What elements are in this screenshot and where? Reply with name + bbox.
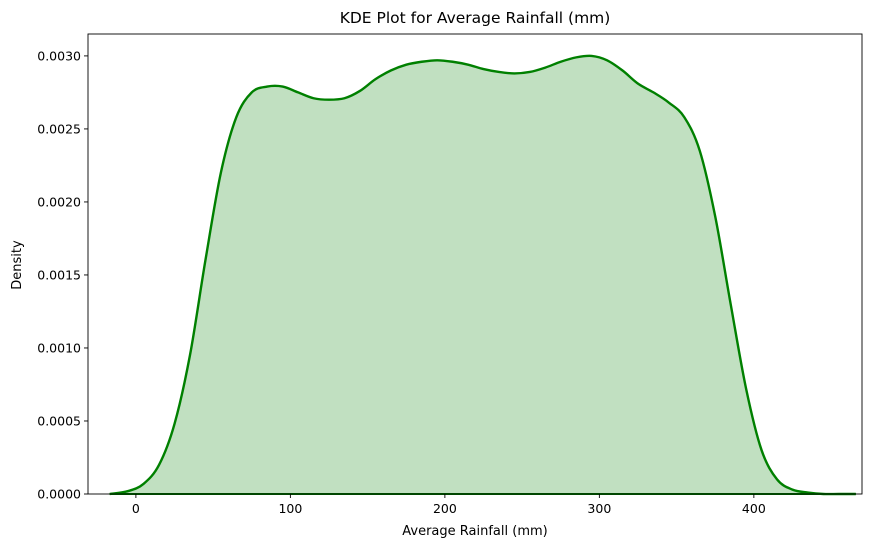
chart-title: KDE Plot for Average Rainfall (mm) <box>340 9 611 27</box>
plot-frame <box>87 33 863 495</box>
x-axis: 0 100 200 300 400 <box>132 494 766 516</box>
x-axis-label: Average Rainfall (mm) <box>402 524 547 539</box>
x-tick-label: 0 <box>132 501 140 516</box>
x-tick-label: 100 <box>278 501 302 516</box>
y-tick-label: 0.0015 <box>37 267 81 282</box>
y-axis: 0.0000 0.0005 0.0010 0.0015 0.0020 0.0025 0.00… <box>37 48 88 502</box>
y-tick-label: 0.0010 <box>37 340 81 355</box>
y-tick-label: 0.0025 <box>37 121 81 136</box>
plot-area <box>87 33 863 496</box>
kde-line <box>109 54 856 496</box>
x-tick-label: 300 <box>587 501 611 516</box>
y-tick-label: 0.0000 <box>37 487 81 502</box>
y-tick-label: 0.0030 <box>37 48 81 63</box>
y-tick-label: 0.0020 <box>37 194 81 209</box>
x-tick-label: 400 <box>742 501 766 516</box>
y-tick-label: 0.0005 <box>37 413 81 428</box>
y-axis-label: Density <box>10 240 25 290</box>
kde-fill-area <box>109 55 856 495</box>
x-tick-label: 200 <box>433 501 457 516</box>
